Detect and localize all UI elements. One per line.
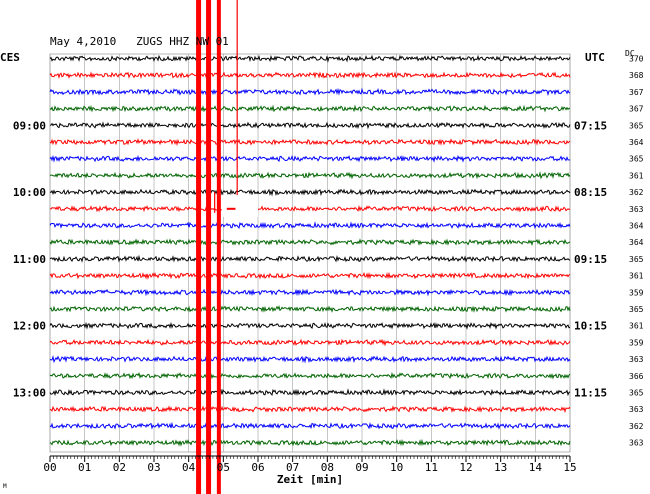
seismic-trace [49,438,571,447]
event-layer [196,0,258,494]
x-tick-label: 05 [217,461,230,474]
seismic-trace [49,421,571,430]
x-tick-label: 10 [390,461,403,474]
left-timezone-label: CES [0,51,20,64]
left-hour-label: 13:00 [13,387,46,400]
dc-value: 359 [629,338,644,347]
seismic-trace [49,54,571,63]
seismic-trace [49,238,571,247]
x-tick-label: 01 [78,461,91,474]
x-axis-label: Zeit [min] [277,473,343,486]
seismic-trace [49,121,571,130]
seismic-trace [49,354,571,364]
right-hour-label: 09:15 [574,253,607,266]
x-tick-label: 04 [182,461,196,474]
dc-value: 367 [629,105,644,114]
x-tick-label: 00 [43,461,56,474]
dc-value: 365 [629,305,644,314]
seismic-trace [49,171,571,180]
dc-value: 362 [629,188,644,197]
x-tick-label: 09 [355,461,368,474]
label-layer: 09:00 10:00 11:00 12:00 13:00 07:15 08:15 09:15… [13,55,644,448]
x-axis: 00 01 02 03 04 05 06 07 08 09 10 11 12 13 14 15 [43,455,577,474]
seismic-trace [49,338,571,347]
seismic-trace [49,305,571,313]
seismic-trace [49,371,571,380]
dc-value: 365 [629,255,644,264]
seismic-trace [49,87,571,97]
x-tick-label: 13 [494,461,507,474]
seismic-trace [49,388,571,397]
dc-value: 361 [629,272,644,281]
seismic-trace [49,271,571,280]
x-tick-label: 12 [459,461,472,474]
seismic-trace [49,321,571,330]
x-tick-label: 14 [529,461,543,474]
seismic-trace [49,137,571,147]
event-clipped-area [221,195,258,217]
seismic-trace [49,188,571,197]
plot-grid [49,53,571,453]
right-hour-label: 11:15 [574,387,607,400]
dc-value: 365 [629,155,644,164]
dc-value: 367 [629,88,644,97]
x-tick-label: 08 [321,461,334,474]
right-hour-label: 08:15 [574,186,607,199]
left-hour-label: 09:00 [13,119,46,132]
dc-value: 363 [629,439,644,448]
seismic-trace [49,254,571,263]
dc-value: 362 [629,422,644,431]
footnote-mark: M [3,483,7,490]
seismic-trace [49,204,571,213]
dc-header-label: DC [625,49,635,58]
x-tick-label: 07 [286,461,299,474]
dc-value: 363 [629,355,644,364]
dc-value: 368 [629,71,644,80]
event-band [196,0,202,494]
dc-value: 364 [629,222,644,231]
dc-value: 370 [629,55,644,64]
dc-value: 365 [629,121,644,130]
dc-value: 363 [629,405,644,414]
dc-value: 364 [629,138,644,147]
event-band [216,0,221,494]
chart-title: May 4,2010 ZUGS HHZ NW 01 [50,35,229,48]
seismic-trace [49,288,571,297]
dc-value: 361 [629,171,644,180]
x-tick-label: 02 [113,461,126,474]
x-tick-label: 03 [147,461,160,474]
seismic-trace [49,104,571,113]
trace-layer [49,54,571,447]
seismic-trace [49,154,571,163]
right-timezone-label: UTC [585,51,605,64]
left-hour-label: 11:00 [13,253,46,266]
seismic-trace [49,405,571,414]
dc-value: 365 [629,389,644,398]
left-hour-label: 10:00 [13,186,46,199]
seismic-trace [49,71,571,79]
dc-value: 361 [629,322,644,331]
dc-value: 363 [629,205,644,214]
right-hour-label: 10:15 [574,320,607,333]
x-tick-label: 15 [563,461,576,474]
x-tick-label: 06 [251,461,264,474]
right-hour-label: 07:15 [574,119,607,132]
dc-value: 364 [629,238,644,247]
x-tick-label: 11 [425,461,438,474]
seismic-trace [49,221,571,230]
left-hour-label: 12:00 [13,320,46,333]
dc-value: 359 [629,288,644,297]
event-band [206,0,212,494]
dc-value: 366 [629,372,644,381]
